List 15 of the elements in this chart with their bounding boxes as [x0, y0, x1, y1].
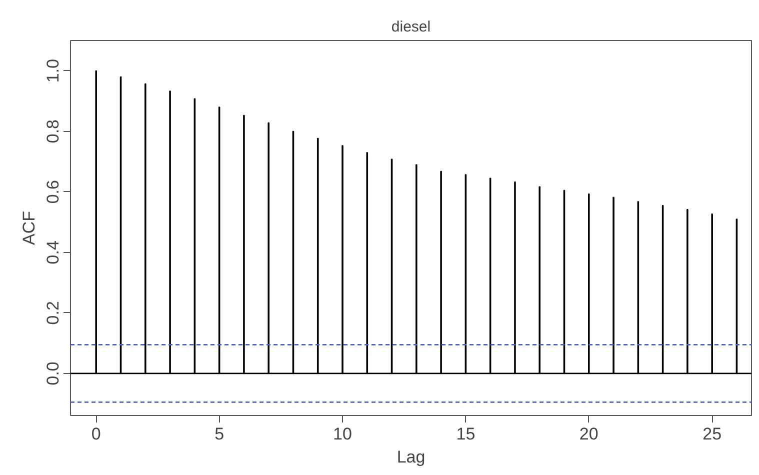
- x-tick-label: 0: [91, 424, 101, 444]
- x-tick-label: 5: [214, 424, 224, 444]
- y-tick-label: 0.2: [44, 301, 62, 325]
- x-tick-label: 15: [456, 424, 476, 444]
- x-tick-label: 25: [702, 424, 722, 444]
- x-tick-label: 20: [579, 424, 598, 444]
- y-tick-label: 0.6: [44, 180, 62, 204]
- y-tick-label: 0.8: [44, 119, 62, 144]
- y-tick-label: 1.0: [44, 58, 62, 83]
- y-axis-title: ACF: [20, 211, 38, 245]
- chart-title: diesel: [391, 18, 431, 36]
- y-tick-label: 0.0: [44, 362, 62, 386]
- x-axis-title: Lag: [396, 448, 426, 466]
- y-tick-label: 0.4: [44, 240, 62, 264]
- x-tick-label: 10: [333, 424, 352, 444]
